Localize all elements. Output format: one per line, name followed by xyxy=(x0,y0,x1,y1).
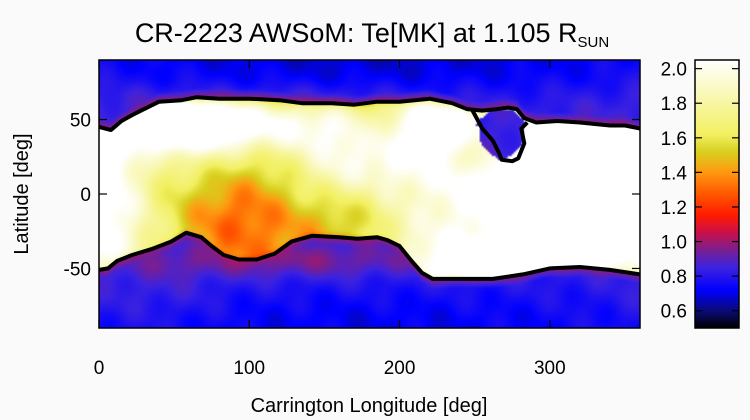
south-boundary-contour xyxy=(99,230,640,281)
colorbar-ticks: 0.6 0.8 1.0 1.2 1.4 1.6 1.8 2.0 xyxy=(661,60,739,323)
y-axis-ticks: 50 0 -50 xyxy=(64,111,640,280)
x-tick-label: 100 xyxy=(233,358,265,379)
colorbar-tick-label: 1.6 xyxy=(661,129,687,150)
x-tick-label: 300 xyxy=(534,358,566,379)
colorbar-tick-label: 2.0 xyxy=(661,60,687,81)
x-axis-label: Carrington Longitude [deg] xyxy=(251,395,488,417)
colorbar-tick-label: 1.0 xyxy=(661,233,687,254)
x-axis-ticks: 0 100 200 300 xyxy=(94,60,566,379)
x-tick-label: 0 xyxy=(94,358,105,379)
chart-title: CR-2223 AWSoM: Te[MK] at 1.105 RSUN xyxy=(135,18,609,51)
north-boundary-contour xyxy=(99,95,640,132)
colorbar-tick-label: 1.8 xyxy=(661,94,687,115)
colorbar xyxy=(694,59,740,329)
colorbar-tick-label: 1.4 xyxy=(661,163,688,184)
y-tick-label: 50 xyxy=(70,111,91,132)
y-tick-label: -50 xyxy=(64,259,91,280)
colorbar-tick-label: 0.6 xyxy=(661,302,687,323)
y-tick-label: 0 xyxy=(80,185,91,206)
x-tick-label: 200 xyxy=(384,358,416,379)
y-axis-label: Latitude [deg] xyxy=(11,133,33,254)
north-bay-contour xyxy=(469,108,529,164)
colorbar-tick-label: 1.2 xyxy=(661,198,687,219)
colorbar-tick-label: 0.8 xyxy=(661,267,687,288)
